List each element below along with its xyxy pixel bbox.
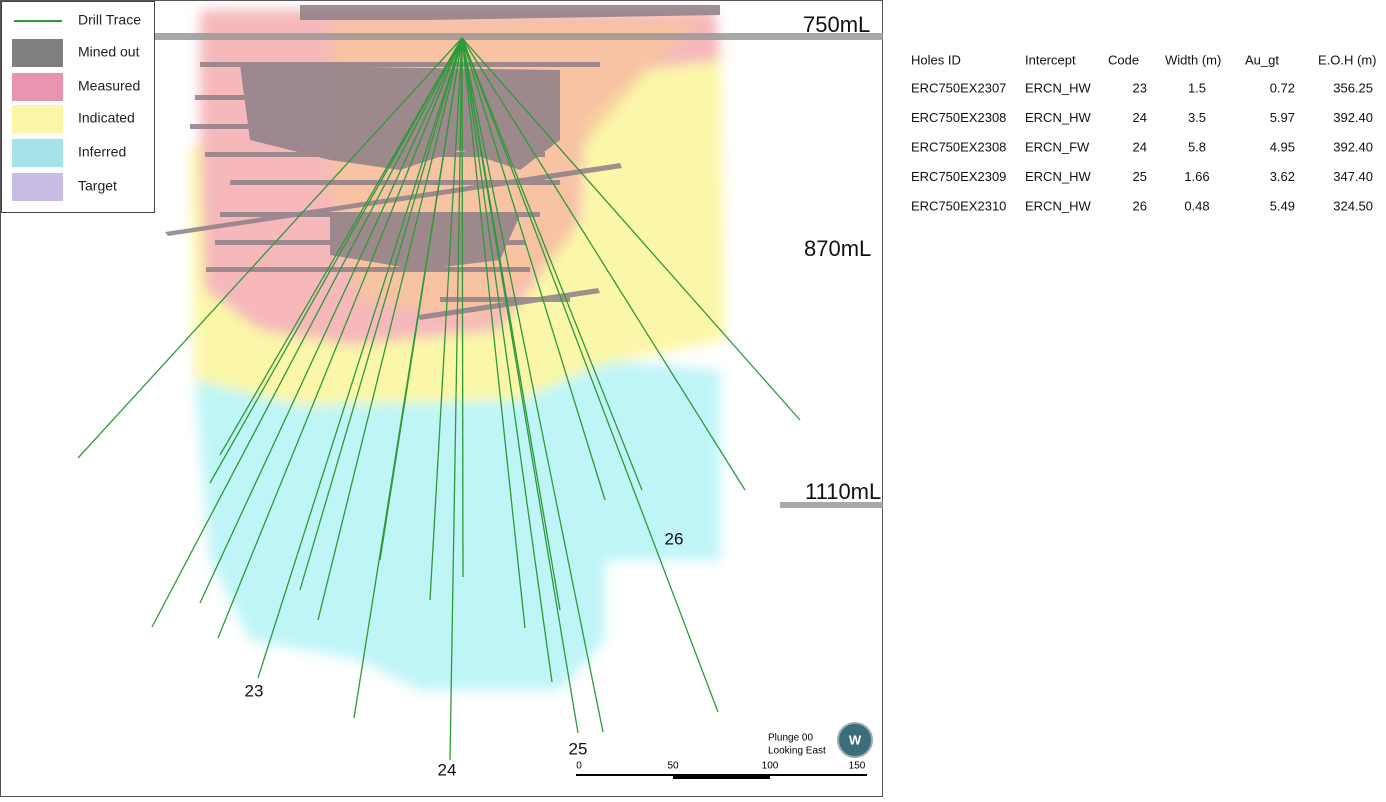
table-cell: 24: [1133, 139, 1147, 154]
drill-trace: [449, 37, 463, 761]
table-cell: 1.5: [1188, 80, 1206, 95]
table-cell: 324.50: [1333, 198, 1373, 213]
compass: [837, 722, 873, 758]
legend-swatch: [12, 105, 63, 133]
legend-label: Target: [78, 178, 117, 194]
level-label: 750mL: [803, 12, 870, 37]
table-header: Width (m): [1165, 52, 1221, 67]
table-header: Code: [1108, 52, 1139, 67]
hole-label: 26: [665, 529, 684, 548]
table-cell: 356.25: [1333, 80, 1373, 95]
table-cell: ERCN_HW: [1025, 198, 1091, 213]
table-header: Au_gt: [1245, 52, 1279, 67]
drill-trace: [461, 37, 801, 421]
table-cell: ERCN_FW: [1025, 139, 1090, 154]
drill-trace: [77, 37, 463, 459]
table-cell: ERCN_HW: [1025, 169, 1091, 184]
drill-trace: [209, 37, 463, 484]
drill-trace: [461, 37, 643, 491]
hole-labels: 23 24 25 26: [245, 529, 684, 779]
table-cell: ERC750EX2308: [911, 110, 1006, 125]
drill-trace: [461, 37, 606, 501]
table-cell: ERC750EX2308: [911, 139, 1006, 154]
scale-label: 50: [667, 761, 679, 772]
level-labels: 750mL 870mL 1110mL: [803, 12, 881, 504]
legend-label: Mined out: [78, 44, 140, 60]
legend-label: Indicated: [78, 110, 135, 126]
table-cell: 1.66: [1184, 169, 1209, 184]
legend-label: Inferred: [78, 144, 126, 160]
inferred-zone: [195, 360, 720, 690]
legend-labels: Drill Trace Mined out Measured Indicated…: [78, 12, 141, 194]
drill-trace: [429, 37, 463, 601]
table-cell: 25: [1133, 169, 1147, 184]
drill-trace: [317, 37, 463, 621]
drill-trace: [219, 37, 463, 456]
drill-trace: [461, 37, 746, 491]
table-cell: 347.40: [1333, 169, 1373, 184]
table-header: Holes ID: [911, 52, 961, 67]
hole-label: 23: [245, 681, 264, 700]
table-cell: 24: [1133, 110, 1147, 125]
drill-trace: [379, 37, 463, 561]
table-cell: 4.95: [1270, 139, 1295, 154]
drill-trace: [461, 37, 604, 733]
table-cell: 5.49: [1270, 198, 1295, 213]
legend-swatch: [12, 139, 63, 167]
drill-trace: [461, 37, 561, 611]
scale-label: 100: [762, 761, 779, 772]
legend-label: Measured: [78, 78, 140, 94]
drill-trace: [151, 37, 463, 628]
scale-bar: [673, 776, 770, 779]
drill-trace: [217, 37, 463, 639]
direction-label: Looking East: [768, 746, 826, 757]
table-cell: ERCN_HW: [1025, 110, 1091, 125]
scale-labels: 0 50 100 150: [576, 761, 866, 772]
drill-trace: [461, 37, 464, 578]
hole-label: 24: [438, 760, 457, 779]
scale-label: 150: [849, 761, 866, 772]
table-cell: 0.72: [1270, 80, 1295, 95]
drill-trace: [461, 37, 526, 629]
table-cell: 5.97: [1270, 110, 1295, 125]
level-label: 870mL: [804, 236, 871, 261]
legend-swatch: [12, 173, 63, 201]
table-cell: ERC750EX2310: [911, 198, 1006, 213]
table-cell: 5.8: [1188, 139, 1206, 154]
scale-label: 0: [576, 761, 582, 772]
drill-trace: [461, 37, 553, 683]
drill-trace: [461, 37, 719, 713]
level-label: 1110mL: [805, 479, 881, 504]
legend-label: Drill Trace: [78, 12, 141, 28]
hole-label: 25: [569, 739, 588, 758]
legend-swatch: [12, 73, 63, 101]
drill-trace: [199, 37, 463, 604]
legend-swatch: [12, 39, 63, 67]
drill-trace: [257, 37, 463, 679]
drill-trace: [299, 37, 463, 591]
scale-bar: [576, 774, 867, 776]
results-table: Holes ID Intercept Code Width (m) Au_gt E.O.H…: [911, 52, 1377, 213]
table-cell: 23: [1133, 80, 1147, 95]
compass-label: W: [849, 732, 862, 747]
table-cell: 3.5: [1188, 110, 1206, 125]
table-header: Intercept: [1025, 52, 1076, 67]
table-cell: 392.40: [1333, 139, 1373, 154]
table-cell: 392.40: [1333, 110, 1373, 125]
table-cell: ERCN_HW: [1025, 80, 1091, 95]
table-cell: 3.62: [1270, 169, 1295, 184]
table-cell: ERC750EX2307: [911, 80, 1006, 95]
drill-traces: [77, 37, 801, 761]
table-cell: 0.48: [1184, 198, 1209, 213]
table-cell: ERC750EX2309: [911, 169, 1006, 184]
table-header: E.O.H (m): [1318, 52, 1377, 67]
table-cell: 26: [1133, 198, 1147, 213]
plunge-label: Plunge 00: [768, 733, 813, 744]
